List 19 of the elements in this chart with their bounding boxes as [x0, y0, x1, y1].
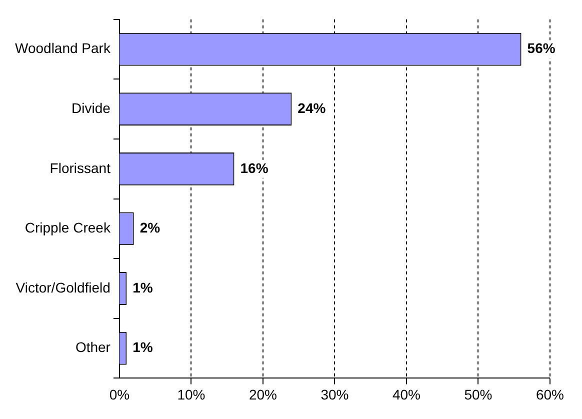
x-tick-label: 40%: [392, 386, 421, 402]
x-tick-label: 10%: [177, 386, 206, 402]
data-label: 1%: [132, 339, 154, 356]
x-tick-label: 0%: [109, 386, 130, 402]
y-tick-label: Other: [75, 339, 111, 356]
data-label: 16%: [240, 160, 269, 176]
x-tick-label: 50%: [464, 386, 492, 402]
x-tick-label: 60%: [536, 386, 564, 402]
y-tick-label: Victor/Goldfield: [16, 279, 110, 296]
data-label: 56%: [527, 40, 556, 56]
y-tick-label: Woodland Park: [14, 40, 112, 56]
data-label: 1%: [132, 279, 154, 296]
x-tick-label: 20%: [248, 386, 277, 402]
y-tick-label: Florissant: [50, 160, 111, 176]
y-tick-label: Divide: [72, 100, 111, 116]
data-label: 24%: [298, 100, 326, 116]
x-tick-label: 30%: [320, 386, 349, 402]
y-tick-label: Cripple Creek: [24, 220, 112, 236]
data-label: 2%: [140, 220, 161, 236]
